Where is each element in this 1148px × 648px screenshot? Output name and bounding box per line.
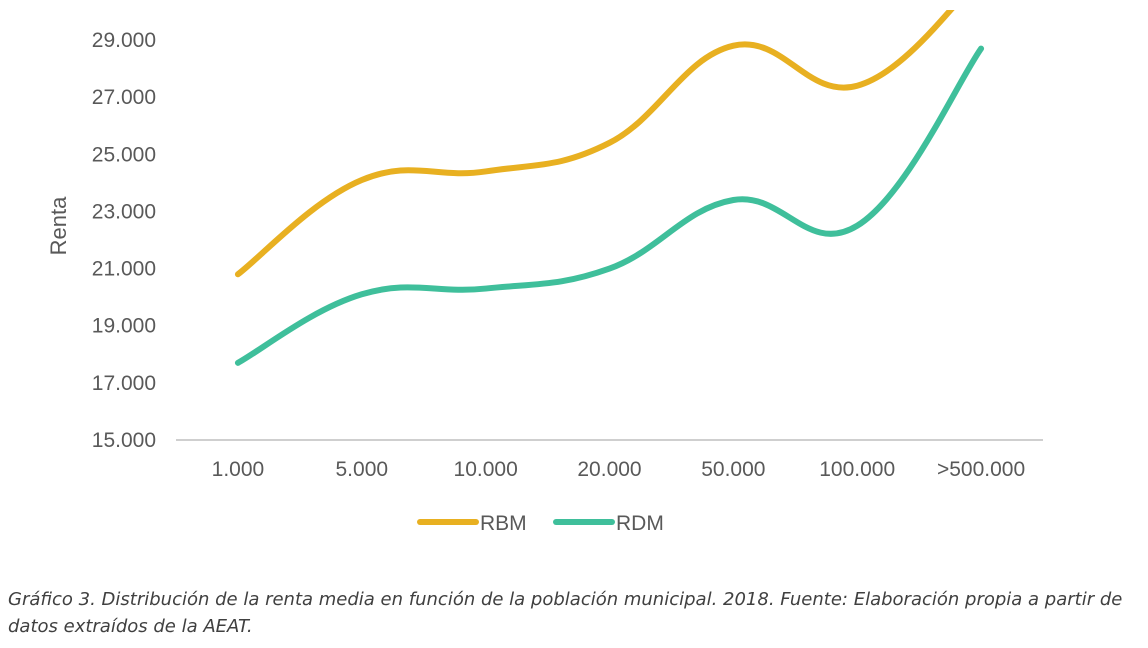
x-axis-ticks: 1.000 5.000 10.000 20.000 50.000 100.000 >500.… xyxy=(212,458,1026,481)
x-tick-label: 50.000 xyxy=(701,458,765,481)
y-tick-label: 19.000 xyxy=(92,315,156,338)
y-tick-label: 29.000 xyxy=(92,29,156,52)
x-tick-label: >500.000 xyxy=(937,458,1025,481)
x-tick-label: 1.000 xyxy=(212,458,265,481)
y-axis-label: Renta xyxy=(46,196,71,255)
x-tick-label: 20.000 xyxy=(577,458,641,481)
y-tick-label: 23.000 xyxy=(92,200,156,223)
legend-label-rdm: RDM xyxy=(616,512,664,535)
y-tick-label: 15.000 xyxy=(92,429,156,452)
series-line-rbm xyxy=(234,10,955,278)
y-tick-label: 17.000 xyxy=(92,372,156,395)
y-tick-label: 25.000 xyxy=(92,143,156,166)
y-tick-label: 27.000 xyxy=(92,86,156,109)
x-tick-label: 10.000 xyxy=(454,458,518,481)
figure-caption: Gráfico 3. Distribución de la renta medi… xyxy=(8,589,1123,637)
series-lines xyxy=(234,10,985,366)
legend-label-rbm: RBM xyxy=(480,512,527,535)
line-chart: 15.000 17.000 19.000 21.000 23.000 25.000 27.0… xyxy=(46,10,1043,535)
x-tick-label: 100.000 xyxy=(819,458,895,481)
y-tick-label: 21.000 xyxy=(92,258,156,281)
x-tick-label: 5.000 xyxy=(336,458,389,481)
y-axis-ticks: 15.000 17.000 19.000 21.000 23.000 25.000 27.0… xyxy=(92,29,156,452)
legend: RBM RDM xyxy=(417,512,664,535)
series-line-rdm xyxy=(234,45,985,366)
